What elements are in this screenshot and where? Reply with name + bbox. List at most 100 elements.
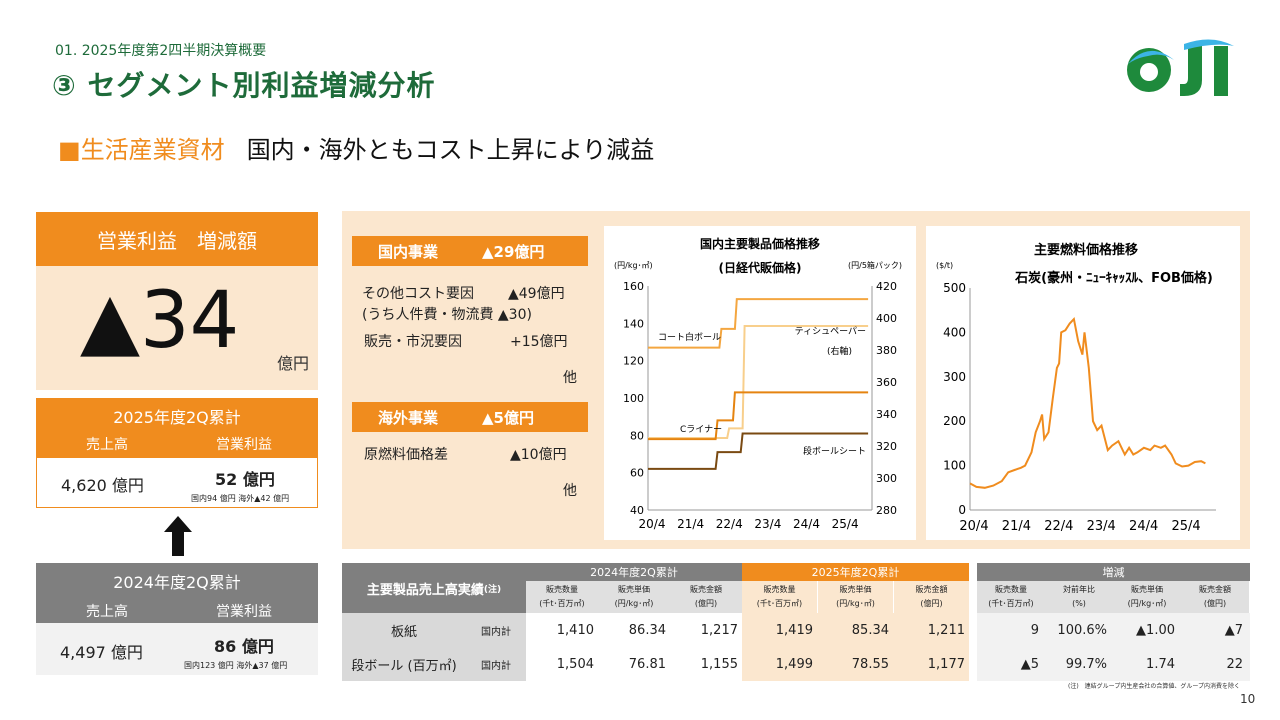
subheader-diff-label: 対前年比	[1063, 585, 1095, 594]
previous-profit-label: 営業利益	[216, 604, 272, 620]
overseas-factor1-value: ▲10億円	[510, 447, 567, 463]
chart1-series-line	[648, 391, 869, 441]
cell-prev: 1,504	[556, 656, 594, 672]
segment-description: 国内・海外ともコスト上昇により減益	[246, 136, 655, 164]
subheader-prev-unit: (千t･百万㎡)	[539, 599, 585, 608]
chart2-ytick: 300	[943, 370, 966, 384]
chart1-ytick-right: 300	[876, 472, 897, 485]
product-sales-table: 主要製品売上高実績 (注) 2024年度2Q累計 2025年度2Q累計 増減 販売…	[342, 563, 1250, 681]
chart2-ytick: 200	[943, 414, 966, 428]
chart2-xtick: 23/4	[1087, 519, 1116, 534]
previous-profit-breakdown: 国内123 億円 海外▲37 億円	[184, 661, 288, 670]
cell-diff: 100.6%	[1057, 622, 1107, 638]
previous-period-title: 2024年度2Q累計	[113, 573, 241, 592]
overseas-other: 他	[563, 483, 577, 499]
chart1-series-label: 段ボールシート	[803, 445, 866, 457]
chart1-ytick-left: 80	[630, 429, 644, 442]
chart1-series-label: Cライナー	[680, 424, 722, 435]
chart2-xtick: 22/4	[1044, 519, 1073, 534]
subheader-prev: 販売単価 (円/kg･㎡)	[598, 581, 670, 613]
table-title-note: (注)	[483, 584, 502, 595]
previous-sales-value: 4,497 億円	[60, 643, 143, 662]
cur-body-bg	[742, 613, 969, 681]
cell-prev: 1,410	[556, 622, 594, 638]
subheader-cur-unit: (億円)	[920, 599, 943, 608]
overseas-badge: 海外事業 ▲5億円	[352, 402, 588, 432]
domestic-amount: ▲29億円	[482, 242, 545, 261]
kpi-unit: 億円	[277, 354, 310, 373]
chart1-ylabel-left: (円/kg･㎡)	[614, 261, 653, 270]
subheader-diff: 販売単価 (円/kg･㎡)	[1113, 581, 1181, 613]
bullet-square: ■	[58, 136, 81, 164]
chart1-xtick: 24/4	[793, 517, 820, 531]
subheader-cur: 販売単価 (円/kg･㎡)	[818, 581, 893, 613]
domestic-factor2-label: 販売・市況要因	[364, 334, 462, 350]
cell-prev: 1,217	[700, 622, 738, 638]
chart2-ytick: 400	[943, 325, 966, 339]
cell-cur: 78.55	[851, 656, 889, 672]
row-product: 段ボール (百万㎡)	[351, 658, 457, 674]
chart2-xtick: 25/4	[1171, 519, 1200, 534]
chart2-ylabel: ($/t)	[936, 261, 953, 270]
cell-cur: 1,419	[775, 622, 813, 638]
table-title: 主要製品売上高実績	[366, 582, 484, 598]
subheader-diff-unit: (億円)	[1203, 599, 1227, 608]
cell-diff: 9	[1030, 622, 1039, 638]
subheader-cur: 販売数量 (千t･百万㎡)	[742, 581, 817, 613]
page-title: ③ セグメント別利益増減分析	[52, 69, 436, 102]
kpi-label: 営業利益 増減額	[36, 212, 318, 266]
subheader-diff: 販売金額 (億円)	[1181, 581, 1249, 613]
subheader-diff-unit: (%)	[1072, 599, 1086, 608]
chart1-ytick-left: 60	[630, 467, 644, 480]
overseas-label: 海外事業	[378, 408, 439, 427]
chart2-xtick: 20/4	[959, 519, 988, 534]
chart2-xtick: 21/4	[1002, 519, 1031, 534]
row-scope: 国内計	[481, 626, 511, 638]
chart1-xtick: 22/4	[716, 517, 743, 531]
cell-cur: 1,499	[775, 656, 813, 672]
domestic-factor1-value: ▲49億円	[508, 286, 565, 302]
domestic-factor1-sub: (うち人件費・物流費 ▲30)	[362, 307, 532, 323]
row-label-bg	[342, 613, 526, 681]
domestic-other: 他	[563, 370, 577, 386]
chart1-series-line	[648, 432, 869, 470]
subheader-prev-label: 販売数量	[546, 585, 578, 594]
overseas-factor1-label: 原燃料価格差	[364, 447, 448, 463]
chart1-xtick: 25/4	[832, 517, 859, 531]
subheader-prev: 販売数量 (千t･百万㎡)	[526, 581, 598, 613]
subheader-diff-unit: (円/kg･㎡)	[1127, 599, 1167, 608]
chart1-ytick-right: 380	[876, 344, 897, 357]
subheader-cur-label: 販売金額	[915, 585, 948, 594]
chart1-series-line	[648, 325, 869, 439]
segment-name: 生活産業資材	[80, 136, 225, 164]
chart1-subtitle: (日経代販価格)	[719, 260, 802, 275]
kpi-value: ▲34	[80, 276, 240, 366]
diff-body-bg	[977, 613, 1250, 681]
subheader-diff-unit: (千t･百万㎡)	[988, 599, 1034, 608]
group-header-diff: 増減	[977, 563, 1250, 581]
chart1-ytick-right: 360	[876, 376, 897, 389]
table-title-cell: 主要製品売上高実績 (注)	[342, 563, 526, 613]
subheader-cur-label: 販売数量	[763, 585, 796, 594]
chart1-ytick-left: 120	[623, 355, 644, 368]
chart1-ytick-left: 100	[623, 392, 644, 405]
chart2-title: 主要燃料価格推移	[1034, 242, 1138, 258]
table-footnote: (注) 連結グループ内生産会社の合算値、グループ内消費を除く	[1068, 683, 1240, 690]
chart1-ytick-left: 40	[630, 504, 644, 517]
page-number: 10	[1240, 692, 1256, 706]
current-period-header: 2025年度2Q累計 売上高 営業利益	[36, 398, 318, 458]
chart1-series-label: (右軸)	[827, 345, 852, 357]
prev-body-bg	[526, 613, 742, 681]
cell-diff: 22	[1226, 656, 1243, 672]
domestic-price-chart-box	[604, 226, 916, 540]
arrow-up-icon	[164, 516, 192, 556]
chart1-ytick-right: 400	[876, 312, 897, 325]
previous-sales-label: 売上高	[86, 604, 128, 620]
oji-logo	[1127, 39, 1234, 96]
chart1-ytick-right: 420	[876, 280, 897, 293]
chart1-ytick-left: 140	[623, 317, 644, 330]
domestic-badge: 国内事業 ▲29億円	[352, 236, 588, 266]
kpi-panel	[36, 266, 318, 390]
segment-heading: ■生活産業資材 国内・海外ともコスト上昇により減益	[58, 130, 654, 165]
cell-diff: ▲1.00	[1136, 622, 1175, 638]
